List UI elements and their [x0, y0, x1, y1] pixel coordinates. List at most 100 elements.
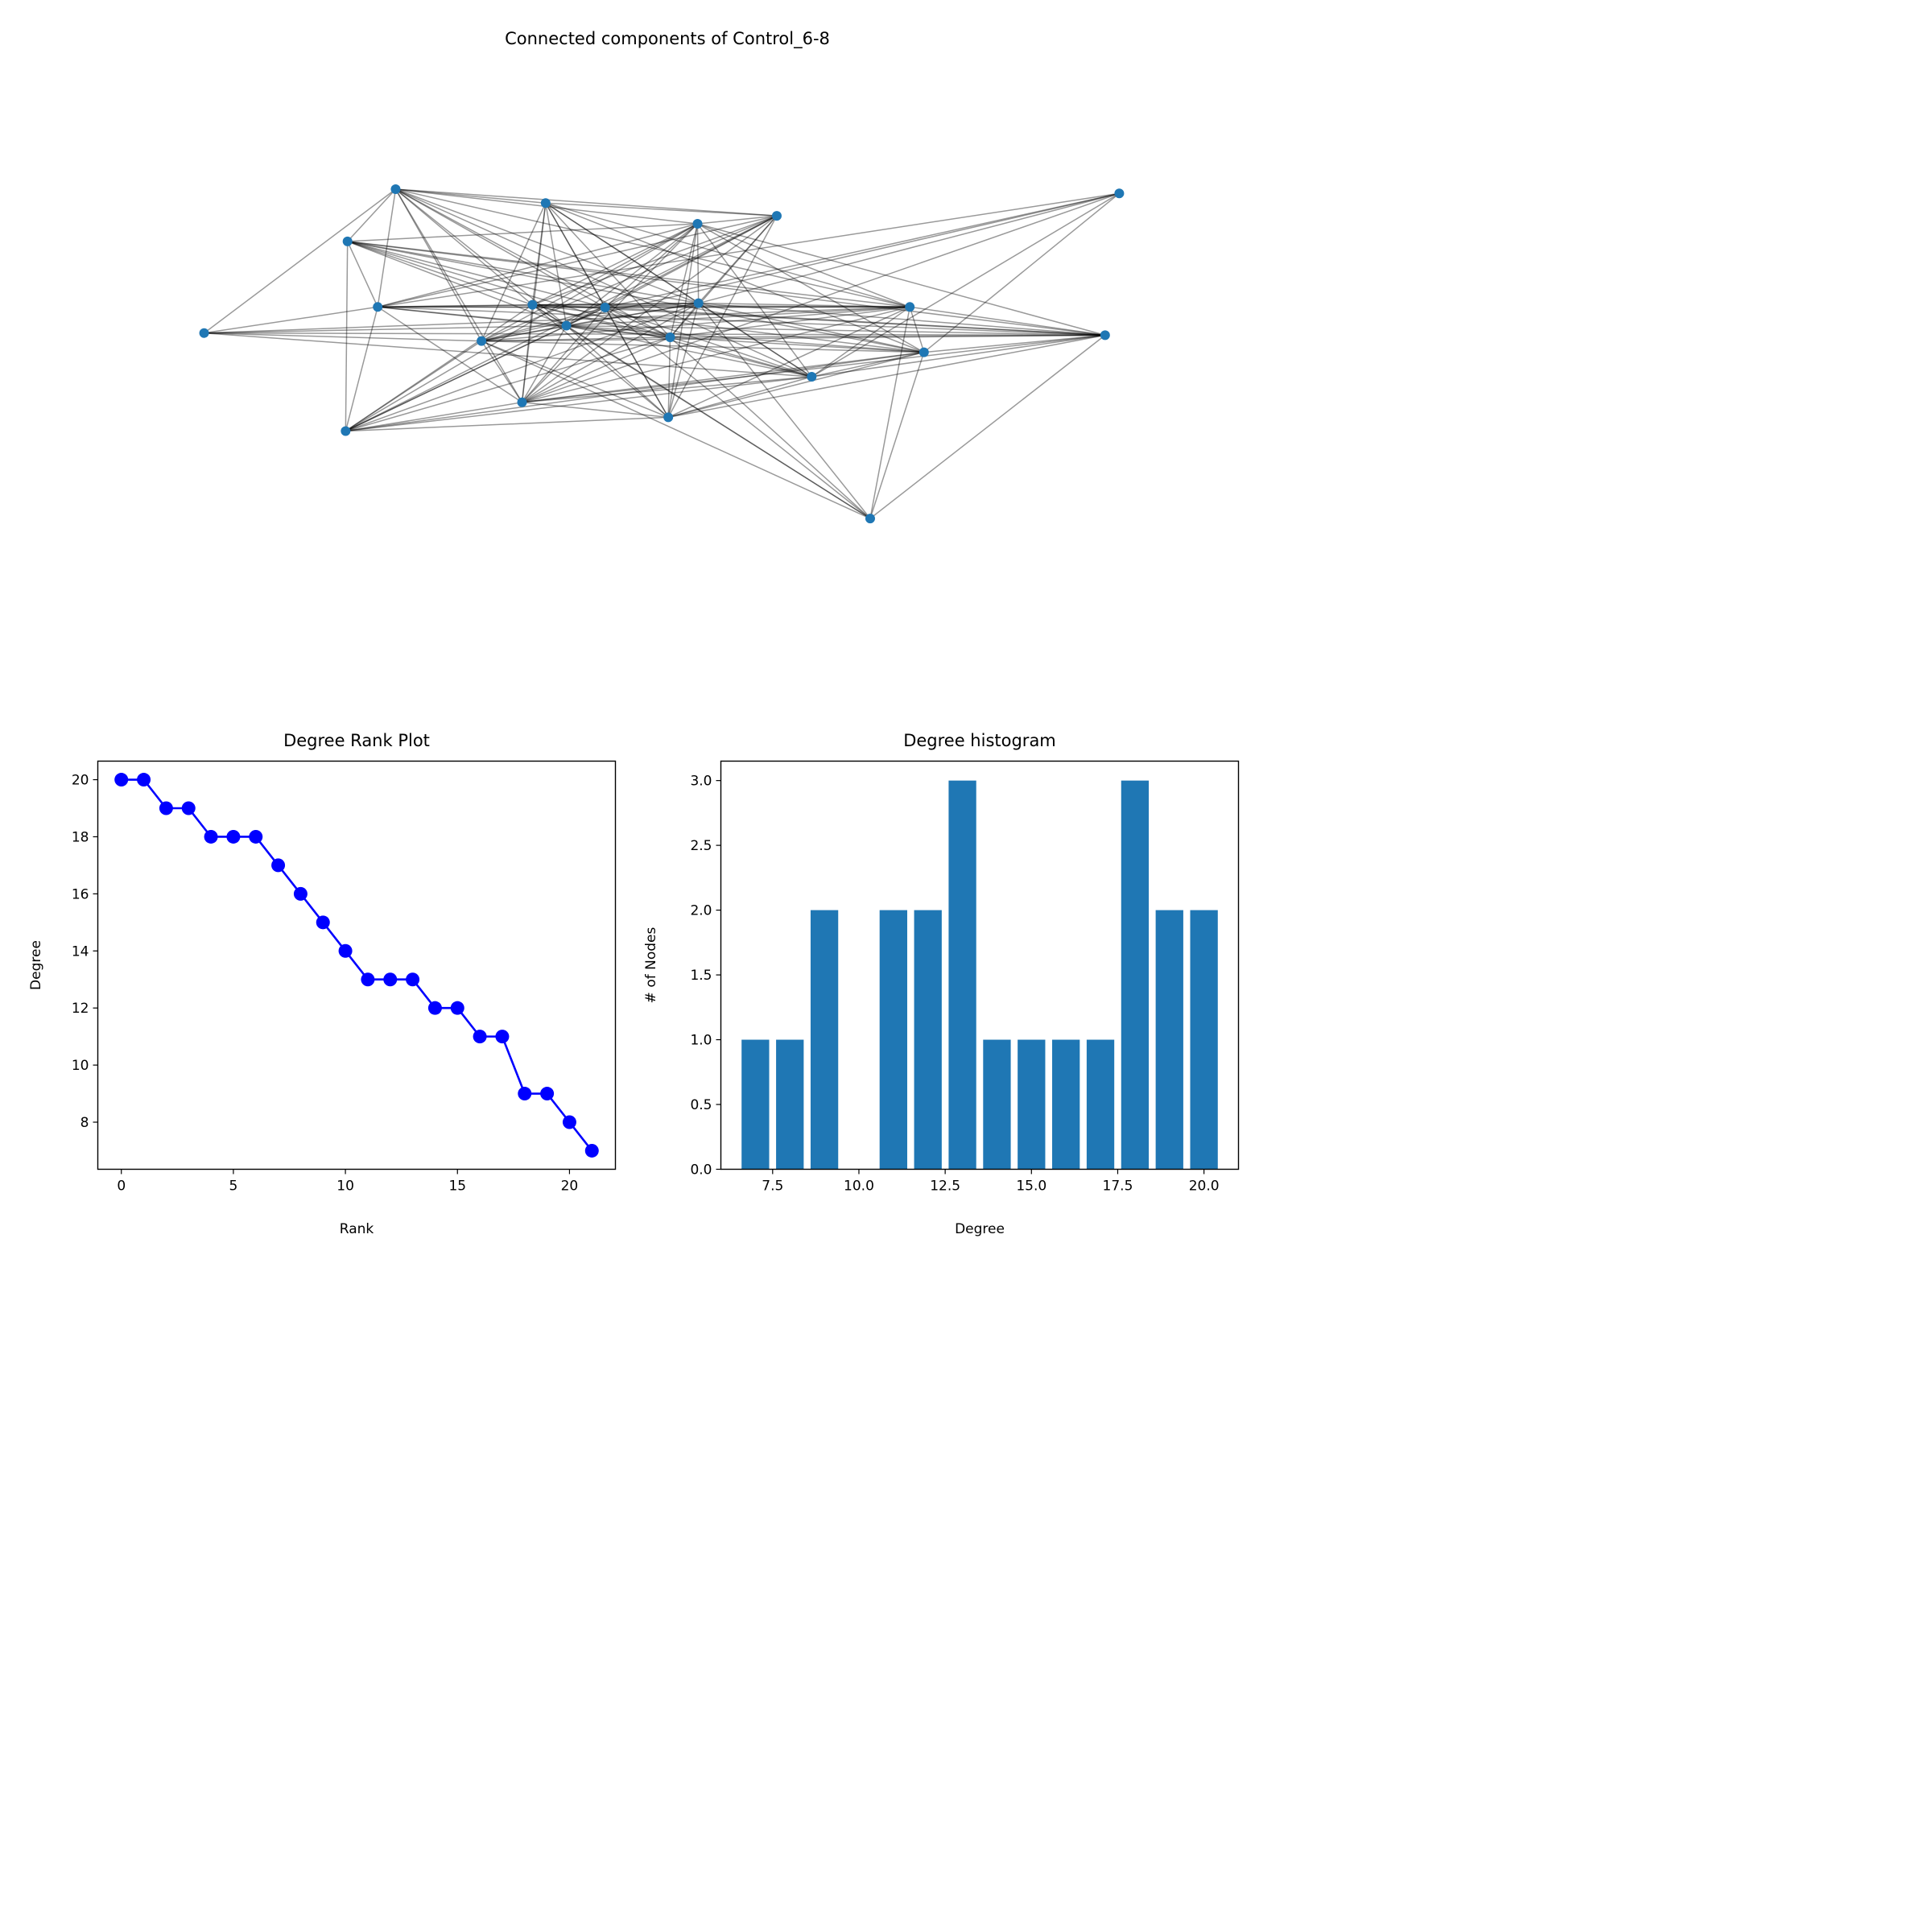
- network-edge: [545, 202, 925, 353]
- network-edge: [532, 303, 924, 353]
- network-edge: [532, 303, 605, 308]
- network-edge: [698, 192, 1120, 304]
- histogram-y-label: # of Nodes: [643, 927, 659, 1004]
- network-edge: [869, 352, 925, 519]
- network-edge: [204, 306, 910, 334]
- network-edge: [345, 351, 924, 432]
- histogram-bar: [948, 780, 976, 1170]
- network-node: [807, 372, 817, 382]
- network-edge: [605, 302, 699, 308]
- network-edge: [395, 188, 778, 217]
- rank-point: [159, 801, 173, 815]
- histogram-y-tick-label: 1.0: [690, 1033, 712, 1049]
- network-edge: [345, 324, 567, 432]
- rank-series-line: [121, 778, 593, 1152]
- rank-point: [271, 858, 286, 873]
- network-edge: [378, 306, 605, 308]
- network-edge: [204, 188, 396, 334]
- rank-point: [473, 1030, 487, 1044]
- histogram-y-tick-label: 2.0: [690, 903, 712, 919]
- histogram-bar: [1052, 1039, 1080, 1170]
- network-edge: [481, 202, 547, 341]
- network-edge: [566, 324, 871, 519]
- network-edge: [481, 340, 924, 353]
- network-edge: [522, 402, 669, 419]
- network-edge: [667, 306, 910, 419]
- network-edge: [345, 402, 522, 432]
- network-edge: [566, 324, 671, 338]
- network-edge: [667, 337, 671, 418]
- network-edge: [395, 188, 606, 308]
- network-edge: [545, 202, 606, 308]
- network-edge: [481, 215, 778, 342]
- rank-x-tick-label: 20: [561, 1179, 579, 1195]
- network-edge: [910, 306, 1105, 336]
- network-edge: [566, 306, 910, 327]
- network-node: [199, 328, 209, 338]
- network-edge: [923, 334, 1105, 353]
- rank-point: [562, 1115, 576, 1129]
- network-edge: [667, 215, 778, 418]
- network-edge: [566, 302, 699, 327]
- network-edge: [532, 304, 567, 327]
- rank-plot-title: Degree Rank Plot: [283, 731, 430, 750]
- network-edge: [605, 223, 699, 308]
- rank-point: [137, 773, 151, 787]
- network-edge: [670, 306, 910, 338]
- network-title: Connected components of Control_6-8: [505, 29, 830, 49]
- network-edge: [522, 351, 924, 403]
- network-edge: [345, 341, 482, 432]
- network-edge: [545, 202, 777, 217]
- histogram-x-tick-label: 20.0: [1189, 1179, 1220, 1195]
- network-edge: [481, 336, 671, 342]
- network-edge: [378, 192, 1120, 308]
- network-edge: [347, 241, 671, 338]
- histogram-y-tick-label: 0.0: [690, 1162, 712, 1179]
- network-edge: [522, 303, 700, 403]
- network-edge: [378, 302, 699, 308]
- network-edge: [566, 324, 812, 378]
- rank-y-tick-label: 16: [72, 886, 89, 902]
- network-edge: [667, 351, 924, 419]
- network-edge: [395, 188, 812, 378]
- network-edge: [532, 215, 778, 306]
- rank-series-points: [114, 773, 599, 1158]
- network-panel: Connected components of Control_6-8: [199, 29, 1125, 524]
- network-edge: [698, 302, 910, 308]
- network-edge: [531, 304, 669, 418]
- network-edge: [522, 306, 910, 403]
- network-edge: [811, 351, 924, 378]
- network-edge: [395, 188, 910, 308]
- rank-x-tick-label: 0: [117, 1179, 126, 1195]
- network-node: [373, 302, 383, 312]
- network-node: [390, 184, 401, 195]
- network-edge: [378, 306, 567, 327]
- network-edge: [394, 188, 482, 342]
- rank-point: [114, 773, 129, 787]
- network-edge: [481, 340, 669, 419]
- network-edge: [481, 306, 910, 342]
- rank-point: [204, 829, 218, 844]
- histogram-bar: [1190, 910, 1218, 1170]
- network-edge: [566, 324, 1105, 336]
- rank-point: [495, 1030, 510, 1044]
- rank-y-ticks: 8 10 12 14 16 18 20: [72, 773, 98, 1131]
- rank-point: [406, 972, 420, 987]
- rank-point: [450, 1001, 464, 1015]
- network-edge: [532, 223, 698, 306]
- network-edge: [347, 223, 698, 242]
- network-edge: [204, 332, 482, 342]
- histogram-x-tick-label: 7.5: [762, 1179, 783, 1195]
- network-edge: [481, 341, 523, 403]
- histogram-y-tick-label: 0.5: [690, 1097, 712, 1113]
- network-edge: [669, 215, 778, 338]
- network-edge: [347, 241, 567, 327]
- network-node: [600, 302, 610, 312]
- network-edge: [545, 202, 700, 304]
- network-edge: [377, 188, 397, 308]
- rank-point: [584, 1143, 599, 1158]
- rank-point: [361, 972, 375, 987]
- network-edge: [667, 303, 700, 418]
- network-edge: [811, 306, 910, 378]
- network-edge: [605, 192, 1120, 308]
